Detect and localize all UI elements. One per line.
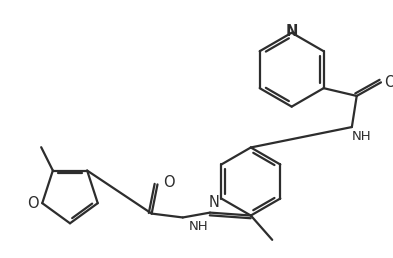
Text: N: N xyxy=(285,24,298,39)
Text: O: O xyxy=(163,175,175,190)
Text: N: N xyxy=(208,195,219,210)
Text: NH: NH xyxy=(189,220,208,233)
Text: O: O xyxy=(384,75,393,90)
Text: NH: NH xyxy=(352,130,371,143)
Text: O: O xyxy=(27,196,39,211)
